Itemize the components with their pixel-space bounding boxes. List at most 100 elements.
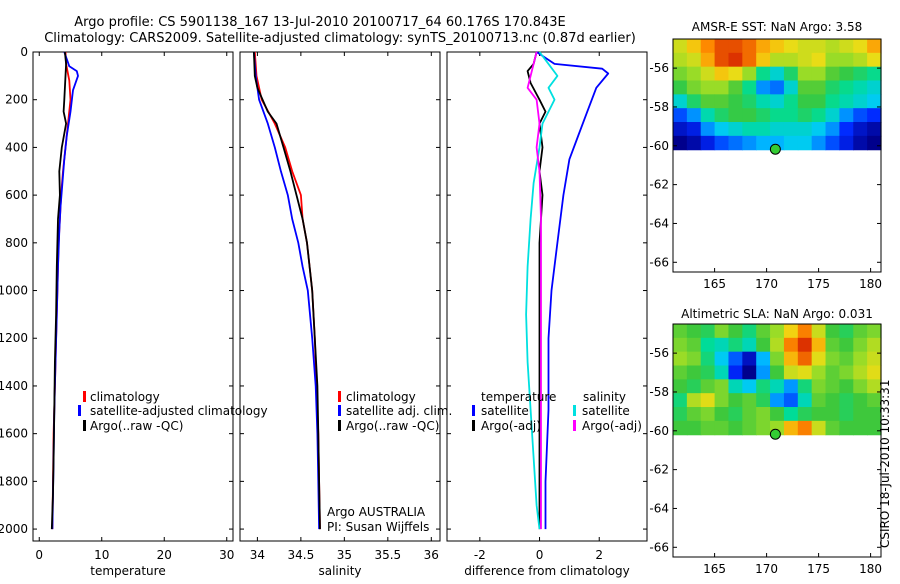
heatmap-cell (673, 365, 688, 380)
map-y-tick-label: -60 (649, 139, 669, 153)
heatmap-cell (839, 420, 854, 436)
argo-position-marker (769, 143, 781, 155)
map-y-tick-label: -64 (649, 501, 669, 515)
heatmap-cell (783, 379, 799, 394)
pi-label: PI: Susan Wijffels (327, 520, 429, 534)
legend-swatch-argo (338, 420, 341, 431)
heatmap-cell (867, 52, 882, 68)
heatmap-cell (714, 135, 730, 151)
temperature-legend: climatology satellite-adjusted climatolo… (78, 390, 268, 433)
heatmap-cell (867, 94, 882, 109)
heatmap-cell (853, 108, 868, 123)
depth-tick-label: 1000 (0, 284, 28, 298)
heatmap-cell (673, 108, 688, 123)
heatmap-cell (853, 420, 868, 436)
heatmap-cell (797, 135, 813, 151)
heatmap-cell (867, 66, 882, 82)
heatmap-cell (742, 122, 757, 137)
legend-swatch-climatology (83, 391, 86, 402)
heatmap-cell (797, 420, 813, 436)
map-x-tick-label: 180 (859, 562, 882, 576)
legend-swatch-sal-satellite (573, 405, 576, 416)
heatmap-cell (853, 365, 868, 380)
heatmap-cell (714, 66, 730, 82)
heatmap-cell (756, 108, 771, 123)
heatmap-cell (811, 52, 827, 68)
x-tick-label: 34 (250, 548, 265, 562)
series-line-temperature-satellite (536, 51, 610, 530)
legend-swatch-satellite (78, 405, 81, 416)
legend-label: Argo(-adj) (481, 419, 541, 433)
heatmap-cell (839, 108, 854, 123)
heatmap-cell (797, 379, 813, 394)
heatmap-cell (811, 66, 827, 82)
heatmap-cell (756, 122, 771, 137)
depth-tick-label: 1400 (0, 379, 28, 393)
figure-title-line2: Climatology: CARS2009. Satellite-adjuste… (44, 31, 636, 46)
heatmap-cell (825, 52, 840, 68)
heatmap-cell (756, 324, 771, 339)
heatmap-cell (714, 379, 730, 394)
heatmap-cell (686, 52, 702, 68)
heatmap-cell (839, 407, 854, 422)
heatmap-cell (783, 135, 799, 151)
heatmap-cell (742, 39, 757, 54)
heatmap-cell (839, 80, 854, 95)
heatmap-cell (797, 80, 813, 95)
heatmap-cell (756, 379, 771, 394)
heatmap-cell (797, 407, 813, 422)
heatmap-cell (811, 94, 827, 109)
heatmap-cell (700, 66, 716, 82)
map-y-tick-label: -56 (649, 61, 669, 75)
heatmap-cell (728, 365, 743, 380)
heatmap-cell (797, 122, 813, 137)
heatmap-cell (825, 324, 840, 339)
heatmap-cell (728, 66, 743, 82)
heatmap-cell (853, 324, 868, 339)
heatmap-cell (686, 108, 702, 123)
heatmap-cell (867, 351, 882, 367)
heatmap-cell (714, 420, 730, 436)
heatmap-cell (797, 393, 813, 408)
legend-swatch-temp-argo (472, 420, 475, 431)
heatmap-cell (811, 108, 827, 123)
depth-tick-label: 600 (5, 188, 28, 202)
depth-tick-label: 1800 (0, 474, 28, 488)
heatmap-cell (770, 94, 785, 109)
heatmap-cell (783, 94, 799, 109)
legend-label: satellite adj. clim. (346, 404, 452, 418)
profile-lines (50, 51, 610, 530)
depth-tick-label: 400 (5, 140, 28, 154)
heatmap-cell (742, 365, 757, 380)
depth-tick-label: 1600 (0, 427, 28, 441)
heatmap-cell (700, 379, 716, 394)
heatmap-cell (770, 122, 785, 137)
heatmap-cell (825, 420, 840, 436)
heatmap-cell (686, 80, 702, 95)
heatmap-cell (783, 66, 799, 82)
heatmap-cell (686, 337, 702, 353)
heatmap-cell (811, 337, 827, 353)
heatmap-cell (853, 135, 868, 151)
heatmap-cell (853, 39, 868, 54)
heatmap-cell (728, 135, 743, 151)
difference-xlabel: difference from climatology (464, 564, 630, 578)
heatmap-cell (811, 324, 827, 339)
depth-tick-label: 1200 (0, 331, 28, 345)
sst-map: 165 170 175 180 -56 -58 -60 -62 -64 -66 (649, 38, 882, 291)
heatmap-cell (714, 337, 730, 353)
x-tick-label: 2 (595, 548, 603, 562)
heatmap-cell (839, 324, 854, 339)
heatmap-cell (825, 122, 840, 137)
heatmap-cell (783, 337, 799, 353)
legend-swatch-temp-satellite (472, 405, 475, 416)
heatmap-cell (825, 66, 840, 82)
series-line-argo-raw-qc- (50, 51, 67, 530)
temperature-xlabel: temperature (90, 564, 165, 578)
heatmap-cell (853, 80, 868, 95)
heatmap-cell (742, 337, 757, 353)
heatmap-cell (728, 379, 743, 394)
heatmap-cell (825, 337, 840, 353)
